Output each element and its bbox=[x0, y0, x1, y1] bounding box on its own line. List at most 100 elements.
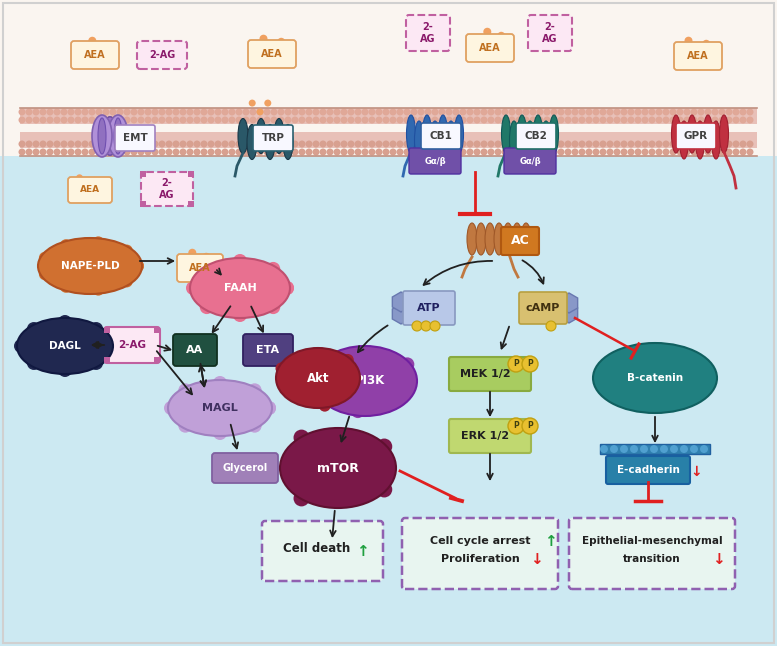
Circle shape bbox=[656, 149, 663, 156]
Circle shape bbox=[550, 116, 558, 123]
Circle shape bbox=[58, 363, 72, 377]
Circle shape bbox=[497, 32, 505, 40]
Text: AC: AC bbox=[510, 234, 529, 247]
Ellipse shape bbox=[101, 117, 119, 155]
Circle shape bbox=[159, 149, 166, 156]
Circle shape bbox=[26, 149, 33, 156]
Circle shape bbox=[263, 116, 270, 123]
Circle shape bbox=[430, 321, 440, 331]
Circle shape bbox=[670, 445, 678, 453]
Circle shape bbox=[145, 149, 152, 156]
Circle shape bbox=[39, 252, 51, 264]
Circle shape bbox=[124, 149, 131, 156]
Circle shape bbox=[248, 419, 262, 433]
Circle shape bbox=[747, 140, 754, 147]
Circle shape bbox=[200, 116, 207, 123]
Circle shape bbox=[515, 116, 522, 123]
Ellipse shape bbox=[485, 223, 495, 255]
Circle shape bbox=[698, 140, 705, 147]
Circle shape bbox=[445, 149, 452, 156]
Circle shape bbox=[305, 149, 312, 156]
Ellipse shape bbox=[114, 118, 122, 154]
FancyBboxPatch shape bbox=[262, 521, 383, 581]
Circle shape bbox=[691, 116, 698, 123]
Circle shape bbox=[61, 140, 68, 147]
Circle shape bbox=[600, 149, 607, 156]
Circle shape bbox=[558, 149, 565, 156]
Circle shape bbox=[89, 140, 96, 147]
FancyBboxPatch shape bbox=[676, 123, 716, 149]
Circle shape bbox=[262, 401, 276, 415]
Circle shape bbox=[501, 140, 508, 147]
Ellipse shape bbox=[247, 125, 257, 160]
Circle shape bbox=[132, 260, 144, 272]
Circle shape bbox=[572, 116, 579, 123]
Circle shape bbox=[96, 109, 103, 116]
Circle shape bbox=[54, 109, 61, 116]
Circle shape bbox=[221, 116, 228, 123]
Circle shape bbox=[264, 99, 271, 107]
Circle shape bbox=[82, 109, 89, 116]
Circle shape bbox=[256, 109, 263, 116]
Circle shape bbox=[19, 116, 26, 123]
Circle shape bbox=[60, 239, 72, 251]
Circle shape bbox=[698, 109, 705, 116]
Circle shape bbox=[284, 140, 291, 147]
Circle shape bbox=[508, 140, 515, 147]
Circle shape bbox=[295, 351, 307, 362]
Circle shape bbox=[663, 149, 670, 156]
Circle shape bbox=[382, 140, 389, 147]
Circle shape bbox=[747, 109, 754, 116]
Circle shape bbox=[249, 99, 256, 107]
Circle shape bbox=[377, 399, 391, 413]
Bar bbox=[600, 444, 710, 454]
Circle shape bbox=[438, 149, 445, 156]
Circle shape bbox=[110, 140, 117, 147]
Circle shape bbox=[164, 401, 178, 415]
Ellipse shape bbox=[503, 223, 513, 255]
Circle shape bbox=[642, 116, 649, 123]
Circle shape bbox=[579, 149, 586, 156]
Ellipse shape bbox=[688, 115, 696, 153]
Circle shape bbox=[319, 109, 326, 116]
Circle shape bbox=[403, 116, 410, 123]
Circle shape bbox=[249, 140, 256, 147]
Circle shape bbox=[145, 140, 152, 147]
Circle shape bbox=[684, 109, 691, 116]
Circle shape bbox=[508, 116, 515, 123]
Circle shape bbox=[660, 445, 668, 453]
Circle shape bbox=[459, 116, 466, 123]
Ellipse shape bbox=[238, 118, 248, 154]
Circle shape bbox=[677, 109, 684, 116]
Circle shape bbox=[263, 109, 270, 116]
Circle shape bbox=[487, 109, 494, 116]
Circle shape bbox=[558, 116, 565, 123]
Circle shape bbox=[719, 116, 726, 123]
Ellipse shape bbox=[476, 223, 486, 255]
Circle shape bbox=[628, 140, 635, 147]
FancyBboxPatch shape bbox=[104, 327, 160, 363]
Circle shape bbox=[628, 109, 635, 116]
Ellipse shape bbox=[712, 121, 720, 159]
FancyBboxPatch shape bbox=[71, 41, 119, 69]
Circle shape bbox=[92, 236, 104, 248]
Circle shape bbox=[452, 116, 459, 123]
Circle shape bbox=[401, 374, 415, 388]
Circle shape bbox=[396, 116, 403, 123]
Circle shape bbox=[132, 260, 144, 272]
Circle shape bbox=[593, 116, 600, 123]
Circle shape bbox=[565, 140, 572, 147]
Circle shape bbox=[159, 109, 166, 116]
Circle shape bbox=[270, 149, 277, 156]
Ellipse shape bbox=[280, 428, 396, 508]
Circle shape bbox=[691, 140, 698, 147]
Circle shape bbox=[19, 149, 26, 156]
Circle shape bbox=[152, 149, 159, 156]
Circle shape bbox=[193, 140, 200, 147]
Circle shape bbox=[340, 116, 347, 123]
Circle shape bbox=[249, 149, 256, 156]
Ellipse shape bbox=[101, 117, 119, 155]
Circle shape bbox=[319, 400, 331, 412]
Circle shape bbox=[263, 149, 270, 156]
Circle shape bbox=[200, 109, 207, 116]
